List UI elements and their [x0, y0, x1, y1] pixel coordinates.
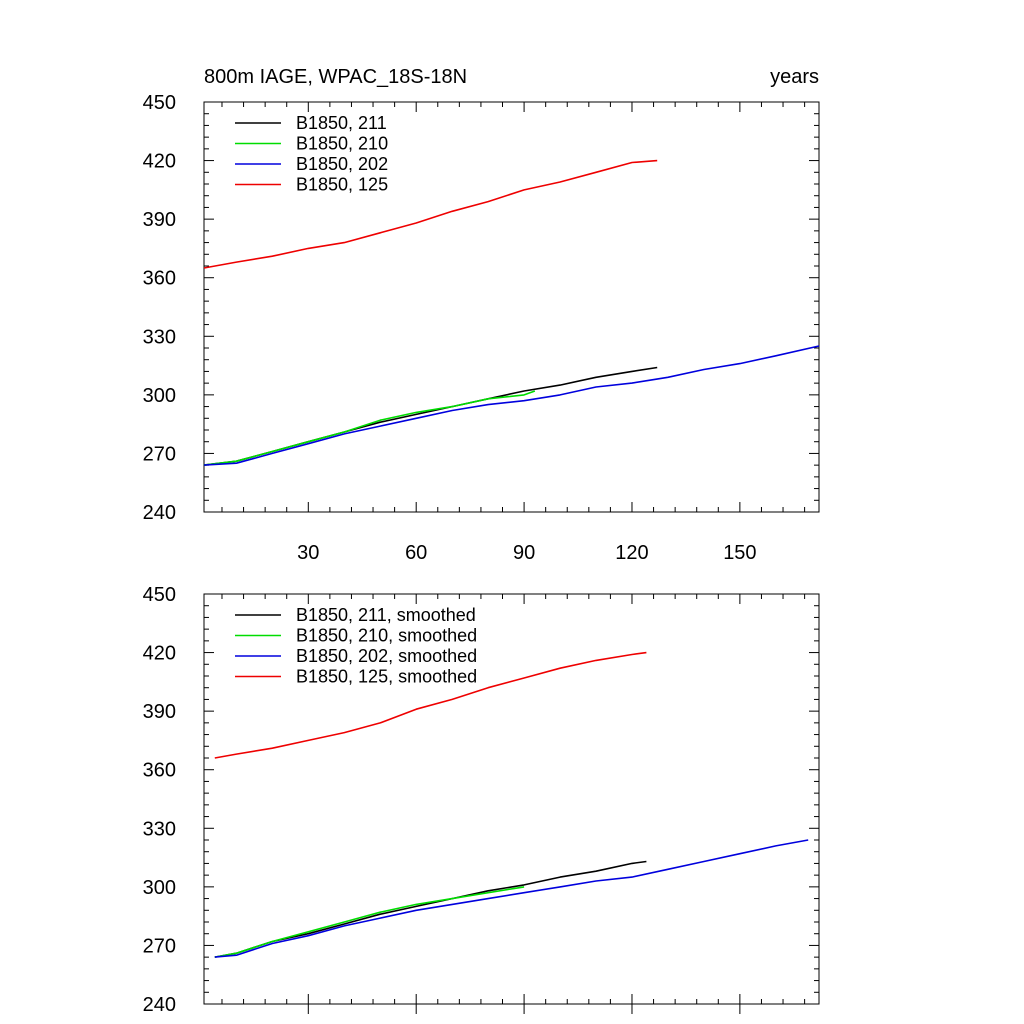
plot-frame: [203, 593, 820, 1005]
y-tick-label: 330: [143, 818, 176, 840]
series-line-4: [214, 651, 647, 759]
series-line-2: [214, 886, 525, 958]
y-tick-label: 240: [143, 994, 176, 1016]
legend-label-2: B1850, 210: [296, 134, 388, 154]
figure-title: 800m IAGE, WPAC_18S-18N: [204, 66, 467, 88]
legend-label-2: B1850, 210, smoothed: [296, 626, 477, 646]
legend-label-1: B1850, 211: [296, 113, 387, 133]
y-tick-label: 390: [143, 701, 176, 723]
x-tick-label: 150: [723, 542, 756, 564]
bottom-panel: 240270300330360390420450306090120150B185…: [143, 584, 820, 1016]
series-line-4: [203, 159, 658, 269]
series-line-1: [203, 366, 658, 466]
y-tick-label: 420: [143, 643, 176, 665]
y-tick-label: 420: [143, 151, 176, 173]
series-line-2: [203, 390, 536, 466]
y-tick-label: 360: [143, 268, 176, 290]
series-line-1: [214, 860, 647, 958]
y-tick-label: 240: [143, 502, 176, 524]
y-tick-label: 330: [143, 326, 176, 348]
x-tick-label: 60: [405, 542, 427, 564]
y-tick-label: 450: [143, 584, 176, 606]
series-line-3: [214, 839, 809, 958]
x-tick-label: 30: [297, 542, 319, 564]
x-tick-label: 90: [513, 542, 535, 564]
legend-label-4: B1850, 125: [296, 175, 388, 195]
legend-label-4: B1850, 125, smoothed: [296, 667, 477, 687]
y-tick-label: 360: [143, 760, 176, 782]
figure-units-label: years: [770, 66, 819, 88]
legend-label-3: B1850, 202: [296, 154, 388, 174]
y-tick-label: 270: [143, 935, 176, 957]
legend-label-1: B1850, 211, smoothed: [296, 605, 476, 625]
series-line-3: [203, 345, 820, 466]
top-panel: 240 270 300 330 360 390 420 450 30 60 90 120 150 B185…: [143, 92, 820, 564]
x-tick-label: 120: [615, 542, 648, 564]
y-tick-label: 300: [143, 385, 176, 407]
y-tick-label: 390: [143, 209, 176, 231]
plot-frame: [203, 101, 820, 513]
y-tick-label: 450: [143, 92, 176, 114]
legend-label-3: B1850, 202, smoothed: [296, 646, 477, 666]
y-tick-label: 270: [143, 443, 176, 465]
y-tick-label: 300: [143, 877, 176, 899]
